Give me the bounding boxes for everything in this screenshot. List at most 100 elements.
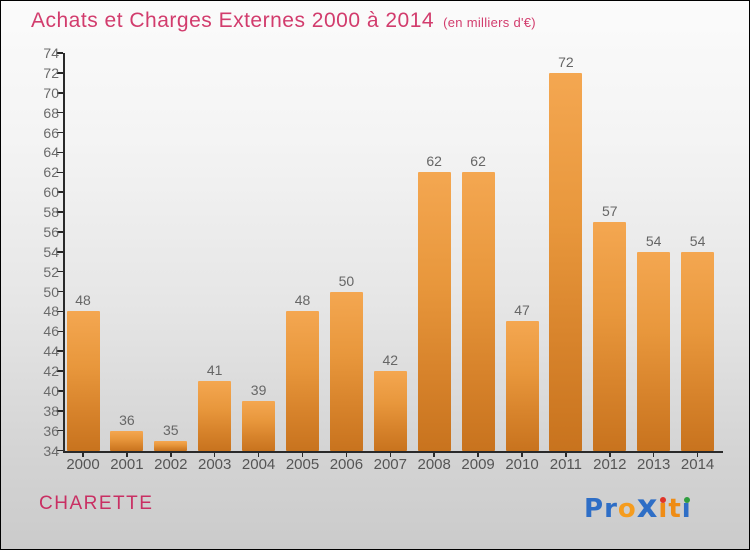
x-axis-tick [126,452,128,457]
bar-2010 [505,321,539,451]
y-axis-tick [57,171,63,173]
y-axis-tick [57,449,63,452]
x-tick-label: 2003 [198,456,232,473]
y-axis [63,53,65,453]
y-axis-tick [57,310,63,313]
y-axis-tick [57,231,63,233]
x-tick-label: 2009 [461,456,495,473]
x-tick-label: 2012 [593,456,627,473]
bar-2009 [461,172,495,451]
bar-2013 [637,251,671,451]
y-axis-tick [57,92,63,94]
x-axis-tick [82,452,84,457]
y-tick-label: 64 [43,144,59,161]
bar-value-label: 35 [163,421,179,438]
y-axis-tick [57,390,63,392]
bar-value-label: 62 [470,153,486,170]
y-tick-label: 72 [43,64,59,81]
bar-value-label: 54 [645,232,662,249]
logo-letter: o [617,494,637,524]
bar-value-label: 62 [426,153,442,170]
bar-2002 [154,440,188,451]
bar-2012 [593,221,627,451]
bar-2006 [329,291,363,451]
x-axis-tick [609,452,611,457]
y-tick-label: 42 [43,363,59,379]
y-axis-tick [57,111,63,114]
y-tick-label: 38 [43,402,59,419]
y-axis-tick [57,270,63,273]
x-tick-label: 2007 [373,456,407,473]
bar-value-label: 47 [514,302,530,319]
logo-letter: x [636,487,659,525]
bar-value-label: 39 [250,381,267,398]
x-tick-label: 2001 [110,456,144,473]
x-axis-tick [257,452,260,457]
y-tick-label: 40 [43,382,59,399]
y-tick-label: 54 [43,243,59,260]
y-tick-label: 36 [43,422,59,439]
logo-letter: r [604,494,618,524]
logo-letter: P [584,494,605,524]
x-axis-tick [170,452,172,457]
y-tick-label: 44 [43,343,59,360]
y-tick-label: 56 [43,223,59,240]
bar-value-label: 54 [689,232,706,249]
x-axis-tick [345,452,348,457]
y-axis-tick [57,72,63,74]
y-axis-tick [57,370,63,372]
y-tick-label: 46 [43,323,59,340]
logo-letter: ı [658,494,669,524]
x-axis-tick [521,452,523,457]
y-tick-label: 50 [43,283,59,300]
x-tick-label: 2011 [549,456,583,473]
x-tick-label: 2005 [285,456,320,473]
x-tick-label: 2000 [66,456,100,473]
logo-letter: t [668,494,682,524]
y-tick-label: 62 [43,164,59,181]
x-tick-label: 2010 [505,456,539,473]
y-axis-tick [57,151,63,154]
bar-2007 [373,371,407,451]
bar-value-label: 57 [602,202,618,219]
y-axis-tick [57,211,63,213]
x-axis-tick [565,452,567,457]
logo-letter-dot [683,497,690,503]
x-axis-tick [213,452,216,457]
x-axis-tick [696,452,699,457]
y-tick-label: 68 [43,104,59,121]
chart-header: Achats et Charges Externes 2000 à 2014 (e… [31,9,536,33]
bar-value-label: 36 [119,411,135,428]
x-tick-label: 2013 [637,456,671,473]
y-tick-label: 60 [43,184,59,201]
y-axis-tick [57,131,63,134]
logo-letter: ı [681,494,692,524]
x-tick-label: 2014 [680,456,715,473]
y-tick-label: 74 [43,45,59,61]
y-axis-tick [57,410,63,412]
bar-2003 [198,380,232,451]
chart-title: Achats et Charges Externes 2000 à 2014 [31,9,435,32]
bar-2001 [110,430,144,451]
y-axis-tick [57,429,63,432]
y-axis-tick [57,251,63,253]
y-axis-tick [57,290,63,293]
company-name: CHARETTE [39,493,154,514]
x-tick-label: 2008 [417,456,451,473]
x-tick-label: 2006 [329,456,364,473]
bar-value-label: 48 [294,292,311,309]
y-axis-tick [57,52,63,54]
x-axis-tick [477,452,479,457]
y-axis-tick [57,330,63,332]
y-tick-label: 52 [43,263,59,280]
x-axis-tick [389,452,392,457]
bar-value-label: 48 [75,292,91,309]
chart-subtitle: (en milliers d'€) [443,15,536,30]
bar-2000 [66,311,100,451]
logo-letter-dot [660,497,667,503]
x-axis [63,450,723,453]
y-tick-label: 70 [43,84,59,101]
